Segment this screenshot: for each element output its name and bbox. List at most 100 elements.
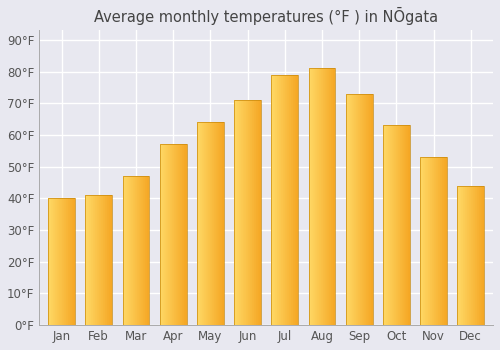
Bar	[100, 195, 102, 325]
Bar	[110, 195, 111, 325]
Bar	[443, 157, 444, 325]
Bar	[51, 198, 52, 325]
Bar	[255, 100, 256, 325]
Bar	[280, 75, 281, 325]
Bar	[309, 68, 310, 325]
Bar	[55, 198, 56, 325]
Bar	[258, 100, 259, 325]
Bar	[223, 122, 224, 325]
Bar	[278, 75, 279, 325]
Bar	[272, 75, 298, 325]
Bar	[284, 75, 286, 325]
Bar	[361, 94, 362, 325]
Bar	[111, 195, 112, 325]
Bar	[353, 94, 354, 325]
Bar	[215, 122, 216, 325]
Bar	[396, 125, 397, 325]
Bar	[48, 198, 49, 325]
Bar	[136, 176, 138, 325]
Bar	[164, 145, 165, 325]
Bar	[282, 75, 284, 325]
Bar	[430, 157, 431, 325]
Bar	[221, 122, 222, 325]
Bar	[346, 94, 372, 325]
Bar	[104, 195, 105, 325]
Bar	[88, 195, 90, 325]
Bar	[160, 145, 161, 325]
Bar	[314, 68, 316, 325]
Bar	[184, 145, 185, 325]
Bar	[176, 145, 177, 325]
Bar	[48, 198, 75, 325]
Bar	[260, 100, 261, 325]
Bar	[476, 186, 477, 325]
Bar	[167, 145, 168, 325]
Bar	[367, 94, 368, 325]
Bar	[248, 100, 249, 325]
Bar	[475, 186, 476, 325]
Bar	[420, 157, 447, 325]
Bar	[202, 122, 203, 325]
Bar	[49, 198, 50, 325]
Bar	[308, 68, 310, 325]
Bar	[185, 145, 186, 325]
Bar	[98, 195, 100, 325]
Bar	[60, 198, 61, 325]
Bar	[56, 198, 57, 325]
Bar	[482, 186, 483, 325]
Bar	[426, 157, 427, 325]
Bar	[460, 186, 461, 325]
Bar	[408, 125, 409, 325]
Bar	[356, 94, 357, 325]
Bar	[170, 145, 171, 325]
Bar	[429, 157, 430, 325]
Bar	[468, 186, 469, 325]
Bar	[308, 68, 336, 325]
Bar	[400, 125, 401, 325]
Bar	[183, 145, 184, 325]
Bar	[161, 145, 162, 325]
Bar	[360, 94, 361, 325]
Bar	[428, 157, 429, 325]
Bar	[128, 176, 130, 325]
Bar	[405, 125, 406, 325]
Bar	[236, 100, 237, 325]
Bar	[364, 94, 365, 325]
Bar	[433, 157, 434, 325]
Bar	[439, 157, 440, 325]
Bar	[256, 100, 257, 325]
Bar	[238, 100, 239, 325]
Bar	[217, 122, 218, 325]
Bar	[312, 68, 314, 325]
Bar	[200, 122, 201, 325]
Bar	[349, 94, 350, 325]
Bar	[67, 198, 68, 325]
Bar	[179, 145, 180, 325]
Bar	[137, 176, 138, 325]
Bar	[63, 198, 64, 325]
Bar	[234, 100, 235, 325]
Bar	[355, 94, 356, 325]
Bar	[481, 186, 482, 325]
Bar	[58, 198, 59, 325]
Bar	[387, 125, 388, 325]
Bar	[66, 198, 67, 325]
Bar	[384, 125, 385, 325]
Bar	[286, 75, 287, 325]
Bar	[182, 145, 183, 325]
Bar	[169, 145, 170, 325]
Bar	[254, 100, 255, 325]
Bar	[138, 176, 140, 325]
Bar	[69, 198, 70, 325]
Bar	[199, 122, 200, 325]
Bar	[434, 157, 435, 325]
Bar	[278, 75, 280, 325]
Bar	[444, 157, 445, 325]
Bar	[328, 68, 330, 325]
Bar	[282, 75, 283, 325]
Bar	[290, 75, 292, 325]
Bar	[74, 198, 75, 325]
Bar	[392, 125, 393, 325]
Bar	[240, 100, 241, 325]
Bar	[162, 145, 163, 325]
